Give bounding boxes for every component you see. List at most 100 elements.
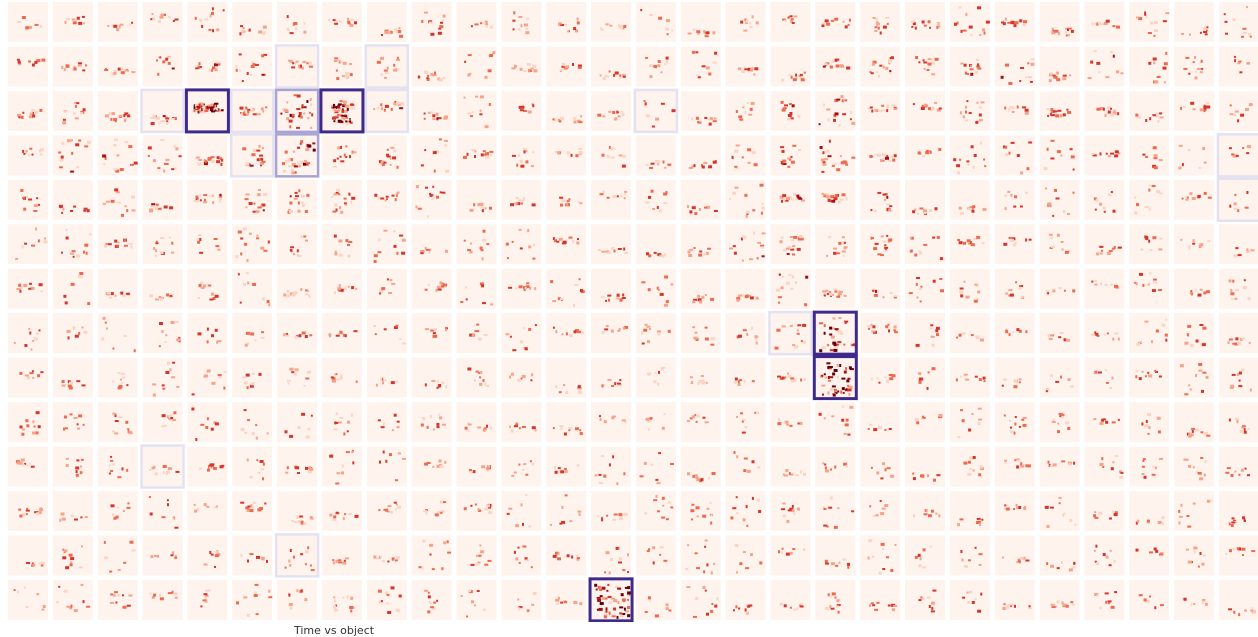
activation-mark [525,31,530,35]
cell-background [411,357,452,398]
cell-background [1039,313,1080,354]
grid-cell [366,135,407,176]
activation-mark [553,118,557,121]
activation-mark [930,509,934,513]
activation-mark [1019,19,1023,23]
activation-mark [479,282,484,286]
activation-mark [970,243,975,247]
grid-cell [1218,357,1258,398]
cell-background [725,313,766,354]
activation-mark [930,335,935,338]
activation-mark [691,518,693,521]
activation-mark [649,167,654,169]
activation-mark [1148,374,1153,378]
activation-mark [399,234,404,237]
activation-mark [83,330,88,334]
grid-cell [770,357,811,398]
activation-mark [710,571,713,575]
activation-mark [481,465,486,469]
activation-mark [74,334,79,338]
activation-mark [200,286,205,289]
cell-background [8,224,48,265]
grid-cell [1084,313,1125,354]
activation-mark [917,151,921,155]
activation-mark [733,609,735,612]
activation-mark [373,325,376,327]
activation-mark [387,560,390,563]
activation-mark [886,22,889,25]
activation-mark [123,114,126,118]
activation-mark [41,608,45,611]
activation-mark [599,415,601,418]
activation-mark [291,114,295,118]
activation-mark [799,235,803,239]
cell-background [949,90,990,131]
cell-background [680,402,721,443]
activation-mark [782,473,785,476]
activation-mark [246,458,249,462]
activation-mark [210,292,214,296]
activation-mark [1110,113,1115,117]
activation-mark [693,298,697,301]
activation-mark [801,199,805,202]
activation-mark [433,329,436,332]
activation-mark [62,548,65,551]
activation-mark [519,247,523,250]
activation-mark [1237,119,1240,123]
activation-mark [1144,320,1149,323]
activation-mark [341,114,344,117]
activation-mark [687,544,690,547]
activation-mark [117,386,122,390]
activation-mark [1060,154,1063,157]
activation-mark [522,148,527,152]
grid-cell [456,46,497,87]
cell-background [635,535,676,576]
activation-mark [797,237,802,241]
activation-mark [333,103,335,107]
activation-mark [882,158,885,160]
activation-mark [655,117,660,121]
activation-mark [827,344,830,347]
activation-mark [788,74,792,77]
activation-mark [619,606,624,609]
activation-mark [701,65,706,68]
activation-mark [923,209,927,213]
activation-mark [921,20,925,24]
activation-mark [211,11,214,15]
activation-mark [876,22,880,25]
activation-mark [88,233,92,236]
activation-mark [731,155,734,159]
activation-mark [310,414,313,417]
activation-mark [619,612,623,615]
grid-cell [860,490,901,531]
activation-mark [600,27,602,30]
activation-mark [28,198,33,201]
activation-mark [965,119,968,122]
activation-mark [739,379,742,382]
activation-mark [789,424,793,427]
activation-mark [713,562,715,565]
grid-cell [635,357,676,398]
cell-background [277,224,318,265]
activation-mark [644,323,648,326]
activation-mark [255,210,260,214]
activation-mark [252,113,257,116]
activation-mark [195,195,199,199]
activation-mark [744,426,748,429]
activation-mark [1061,413,1065,416]
activation-mark [697,121,700,123]
activation-mark [597,515,600,518]
activation-mark [1018,329,1022,333]
grid-cell [232,46,273,87]
activation-mark [1178,521,1181,525]
activation-mark [204,160,207,164]
activation-mark [1145,420,1148,423]
activation-mark [349,121,353,124]
activation-mark [761,203,764,205]
activation-mark [68,553,73,557]
grid-cell [949,446,990,487]
activation-mark [843,294,847,297]
activation-mark [1027,464,1031,468]
grid-cell [905,224,945,265]
activation-mark [741,431,746,434]
